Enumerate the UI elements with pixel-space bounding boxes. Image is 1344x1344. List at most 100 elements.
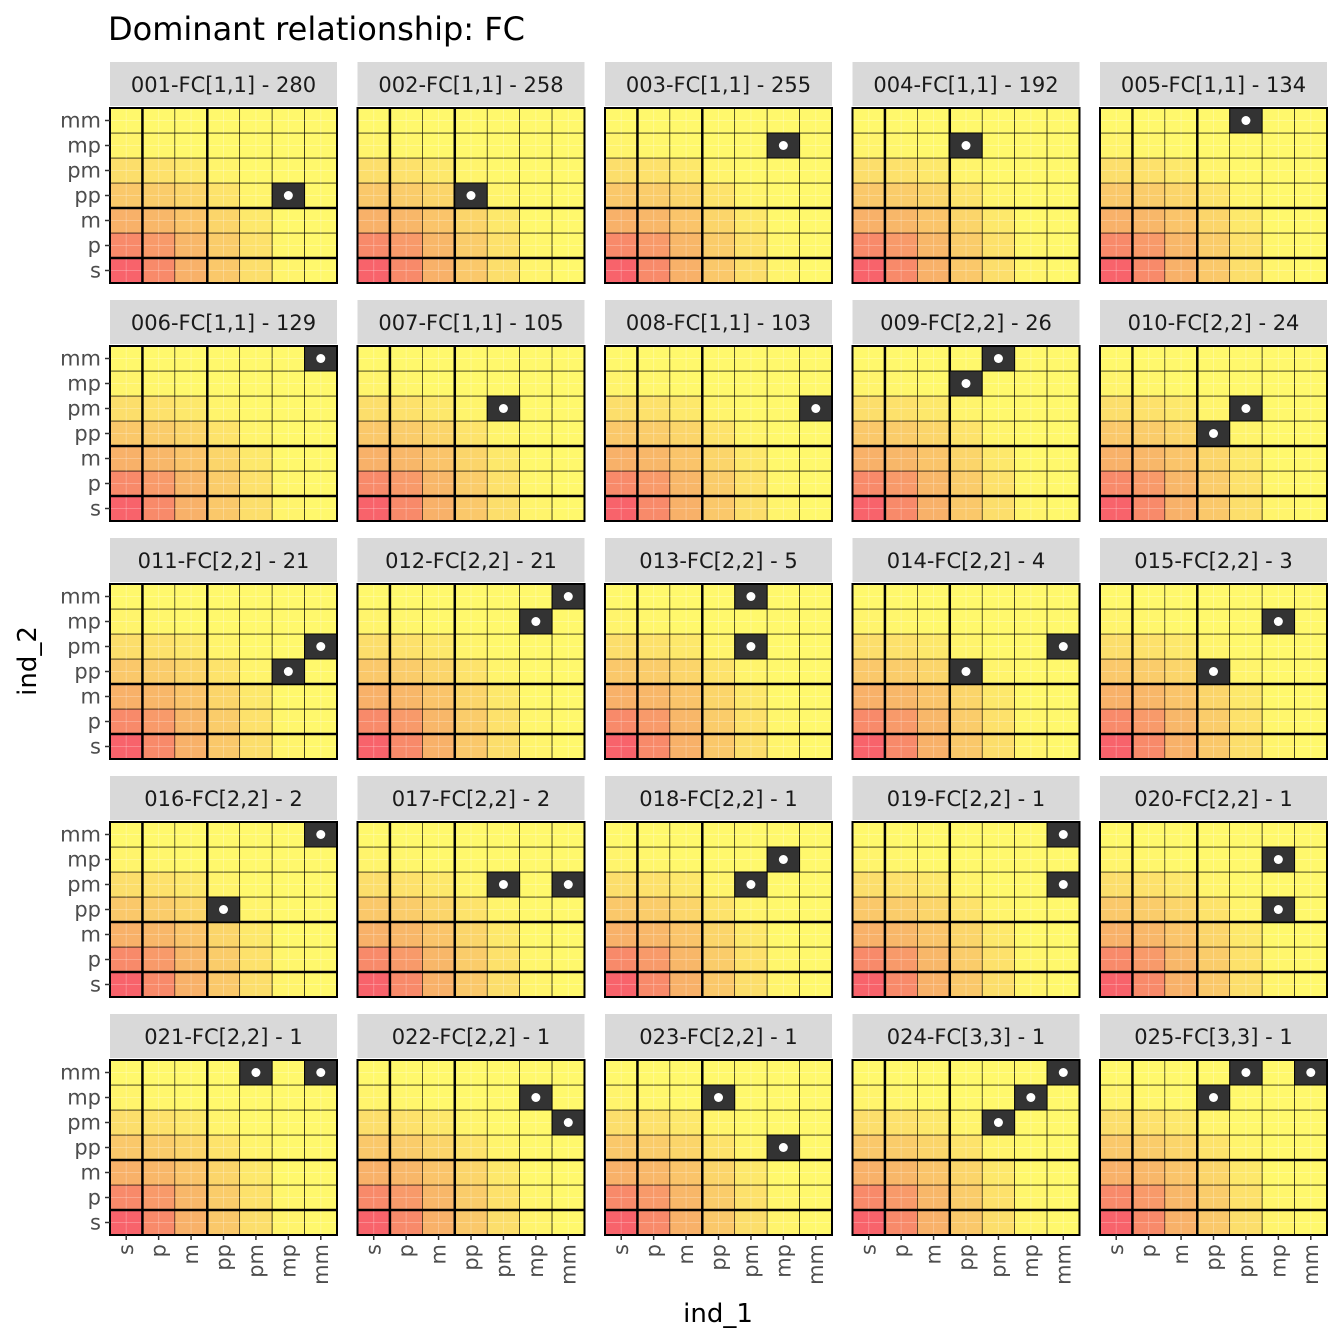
- facet-label: 005-FC[1,1] - 134: [1121, 73, 1306, 97]
- heat-cell: [1014, 420, 1048, 447]
- heat-cell: [142, 132, 176, 159]
- highlight-dot: [563, 1118, 573, 1127]
- heat-cell: [206, 257, 241, 284]
- heat-cell: [357, 470, 391, 497]
- facet-label: 001-FC[1,1] - 280: [131, 73, 316, 97]
- heat-cell: [917, 345, 951, 372]
- y-tick-label: pm: [67, 873, 101, 897]
- heat-cell: [604, 107, 638, 134]
- y-tick-label: mm: [60, 585, 101, 609]
- heat-cell: [422, 395, 456, 422]
- heat-cell: [1196, 445, 1231, 472]
- y-tick-label: pp: [74, 422, 101, 446]
- heat-cell: [551, 182, 585, 209]
- facet-panel: 017-FC[2,2] - 2: [356, 776, 586, 998]
- heat-cell: [1294, 207, 1328, 234]
- y-tick-label: mm: [60, 347, 101, 371]
- highlight-dot: [778, 1143, 788, 1152]
- highlight-dot: [531, 1093, 541, 1102]
- heat-cell: [1229, 182, 1263, 209]
- heat-cell: [701, 395, 736, 422]
- highlight-dot: [1273, 617, 1283, 626]
- heat-cell: [852, 395, 886, 422]
- facet-label: 013-FC[2,2] - 5: [639, 549, 797, 573]
- heat-cell: [271, 470, 305, 497]
- heat-cell: [1099, 132, 1133, 159]
- heat-cell: [981, 445, 1015, 472]
- heat-cell: [949, 232, 983, 259]
- facet-strip: [1100, 62, 1327, 106]
- heat-cell: [1099, 495, 1133, 522]
- x-tick-label: mm: [1299, 1244, 1323, 1285]
- heat-cell: [174, 182, 208, 209]
- heat-cell: [239, 157, 273, 184]
- heat-cell: [357, 107, 391, 134]
- heat-cell: [1132, 157, 1166, 184]
- heat-cell: [304, 157, 338, 184]
- highlight-dot: [563, 880, 573, 889]
- heat-cell: [1014, 345, 1048, 372]
- heat-cell: [604, 395, 638, 422]
- heat-cell: [389, 345, 423, 372]
- heat-cell: [304, 420, 338, 447]
- heat-cell: [1046, 182, 1080, 209]
- heat-cell: [1229, 232, 1263, 259]
- heat-cell: [1099, 420, 1133, 447]
- heat-cell: [799, 182, 833, 209]
- heat-cell: [1229, 157, 1263, 184]
- heat-cell: [304, 182, 338, 209]
- heat-cell: [1196, 395, 1231, 422]
- heat-cell: [766, 345, 800, 372]
- heat-cell: [206, 345, 241, 372]
- y-axis-title: ind_2: [13, 626, 43, 696]
- heat-cell: [271, 345, 305, 372]
- heat-cell: [1099, 207, 1133, 234]
- heat-cell: [519, 232, 553, 259]
- heat-cell: [1014, 157, 1048, 184]
- heat-cell: [271, 420, 305, 447]
- heat-cell: [454, 232, 488, 259]
- facet-label: 021-FC[2,2] - 1: [144, 1025, 302, 1049]
- heat-cell: [734, 345, 768, 372]
- highlight-dot: [1058, 642, 1068, 651]
- facet-label: 009-FC[2,2] - 26: [880, 311, 1052, 335]
- facet-strip: [852, 300, 1080, 344]
- heat-cell: [271, 370, 305, 397]
- highlight-dot: [1273, 855, 1283, 864]
- heat-cell: [701, 232, 736, 259]
- heat-cell: [519, 345, 553, 372]
- y-tick-label: p: [88, 948, 101, 972]
- heat-cell: [109, 207, 143, 234]
- heat-cell: [422, 370, 456, 397]
- heat-cell: [454, 132, 488, 159]
- facet-panel: 005-FC[1,1] - 134: [1099, 62, 1328, 284]
- highlight-dot: [1209, 429, 1218, 438]
- facet-label: 008-FC[1,1] - 103: [626, 311, 811, 335]
- heat-cell: [519, 395, 553, 422]
- heat-cell: [1229, 445, 1263, 472]
- heat-cell: [701, 445, 736, 472]
- facet-panel: 019-FC[2,2] - 1: [851, 776, 1081, 998]
- heat-cell: [799, 257, 833, 284]
- facet-panel: 018-FC[2,2] - 1: [604, 776, 833, 998]
- facet-panel: 009-FC[2,2] - 26: [851, 300, 1081, 522]
- heat-cell: [304, 207, 338, 234]
- y-tick-label: mm: [60, 109, 101, 133]
- heat-cell: [799, 207, 833, 234]
- x-tick-label: s: [857, 1244, 881, 1255]
- heat-cell: [669, 495, 703, 522]
- heat-cell: [486, 257, 520, 284]
- heat-cell: [766, 182, 800, 209]
- highlight-dot: [316, 1068, 326, 1077]
- panel-border: [604, 345, 833, 522]
- highlight-dot: [1026, 1093, 1036, 1102]
- highlight-dot: [498, 404, 508, 413]
- highlight-dot: [1058, 830, 1068, 839]
- heat-cell: [766, 107, 800, 134]
- heat-cell: [949, 445, 983, 472]
- x-tick-label: m: [674, 1244, 698, 1264]
- facet-strip: [1100, 300, 1327, 344]
- x-tick-label: pm: [986, 1244, 1010, 1278]
